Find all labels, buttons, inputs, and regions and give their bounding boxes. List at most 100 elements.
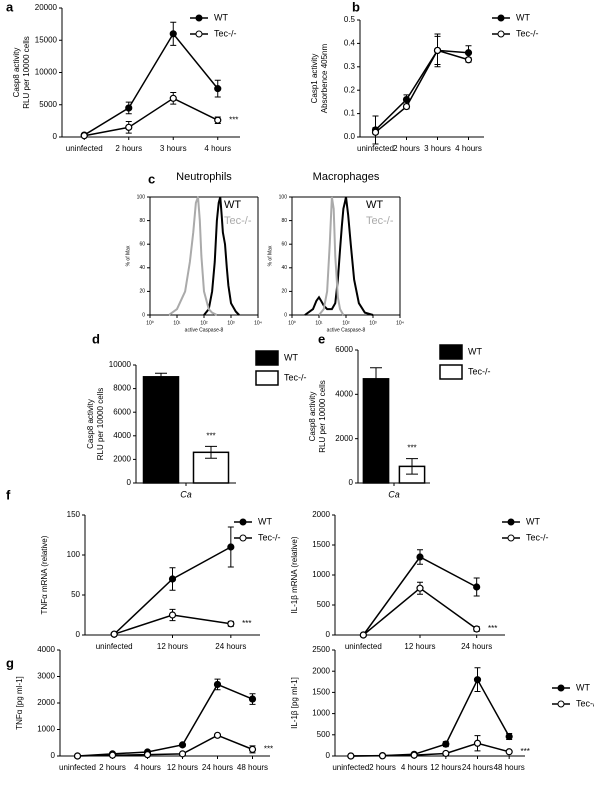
point [110,752,116,758]
point [215,681,221,687]
y-axis-label: Casp8 activity [12,48,21,98]
x-tick-label: 10¹ [315,320,323,326]
x-tick-label: 24 hours [461,642,492,651]
point [348,753,354,759]
x-tick-label: uninfected [345,642,382,651]
x-tick-label: 10⁴ [254,320,262,326]
point [126,105,132,111]
point [506,749,512,755]
point [466,50,472,56]
y-tick-label: 2000 [312,666,330,675]
histogram-line [305,197,373,315]
x-tick-label: 2 hours [99,763,126,772]
panel-label: d [92,331,100,346]
x-tick-label: 10⁰ [288,320,296,326]
x-tick-label: 10¹ [173,320,181,326]
point [180,742,186,748]
legend-label: WT [214,12,228,22]
y-tick-label: 500 [317,730,331,739]
x-tick-label: 3 hours [424,144,451,153]
y-axis-label: IL-1β mRNA (relative) [290,536,299,613]
x-tick-label: 48 hours [494,763,525,772]
x-tick-label: 2 hours [393,144,420,153]
legend-marker [240,519,246,525]
point [474,584,480,590]
x-tick-label: 12 hours [430,763,461,772]
y-tick-label: 0.4 [344,39,356,48]
point [443,750,449,756]
y-tick-label: 1500 [312,688,330,697]
x-tick-label: Ca [388,489,400,499]
point [111,631,117,637]
point [75,753,81,759]
x-tick-label: 10⁰ [146,320,154,326]
y-tick-label: 20 [139,289,145,295]
point [435,47,441,53]
y-tick-label: 0.0 [344,132,356,141]
legend-label: WT [366,199,383,211]
y-tick-label: 0 [326,630,331,639]
y-tick-label: 6000 [335,345,353,354]
y-tick-label: 15000 [35,35,58,44]
point [506,733,512,739]
y-tick-label: 500 [317,600,331,609]
x-tick-label: 2 hours [115,144,142,153]
y-tick-label: 100 [67,550,81,559]
y-tick-label: 1000 [37,725,55,734]
chart-title: Neutrophils [176,171,232,183]
y-tick-label: 2000 [335,434,353,443]
point [126,124,132,130]
series-line [78,684,253,756]
y-tick-label: 60 [281,242,287,248]
legend-label: Tec-/- [224,215,252,227]
point [373,129,379,135]
histogram-line [169,197,217,315]
y-tick-label: 5000 [39,100,57,109]
y-tick-label: 2000 [113,455,131,464]
point [360,632,366,638]
x-tick-label: 24 hours [215,642,246,651]
series-line [376,50,469,132]
y-axis-label: TNFα mRNA (relative) [40,535,49,614]
y-tick-label: 80 [139,218,145,224]
x-axis-label: active Caspase-8 [185,327,224,333]
y-tick-label: 0 [142,312,145,318]
y-axis-label: Absorbence 405nm [320,43,329,113]
legend-marker [558,685,564,691]
point [250,746,256,752]
panel-label: a [6,0,14,14]
x-tick-label: 24 hours [462,763,493,772]
point [170,612,176,618]
legend-label: WT [526,516,540,526]
legend-label: Tec-/- [516,28,539,38]
x-tick-label: 10² [342,320,350,326]
y-axis-label: Casp1 activity [310,54,319,104]
bar [363,379,388,483]
x-tick-label: uninfected [66,144,103,153]
x-tick-label: 10⁴ [396,320,404,326]
x-tick-label: 10³ [227,320,235,326]
legend-label: Tec-/- [468,366,491,376]
y-tick-label: 3000 [37,672,55,681]
y-tick-label: 6000 [113,407,131,416]
y-tick-label: 10000 [35,68,58,77]
panel-label: c [148,171,155,186]
legend-label: WT [516,12,530,22]
legend-marker [558,701,564,707]
y-axis-label: RLU per 10000 cells [96,388,105,460]
x-tick-label: 12 hours [167,763,198,772]
x-tick-label: 12 hours [157,642,188,651]
legend-label: Tec-/- [258,532,281,542]
x-tick-label: 4 hours [134,763,161,772]
point [443,741,449,747]
x-tick-label: uninfected [96,642,133,651]
y-tick-label: 4000 [335,389,353,398]
y-tick-label: 2500 [312,645,330,654]
y-axis-label: IL-1β [pg ml-1] [290,677,299,729]
y-tick-label: 1000 [312,570,330,579]
y-tick-label: 0.3 [344,62,356,71]
y-tick-label: 8000 [113,384,131,393]
x-tick-label: 4 hours [455,144,482,153]
series-line [363,557,476,635]
